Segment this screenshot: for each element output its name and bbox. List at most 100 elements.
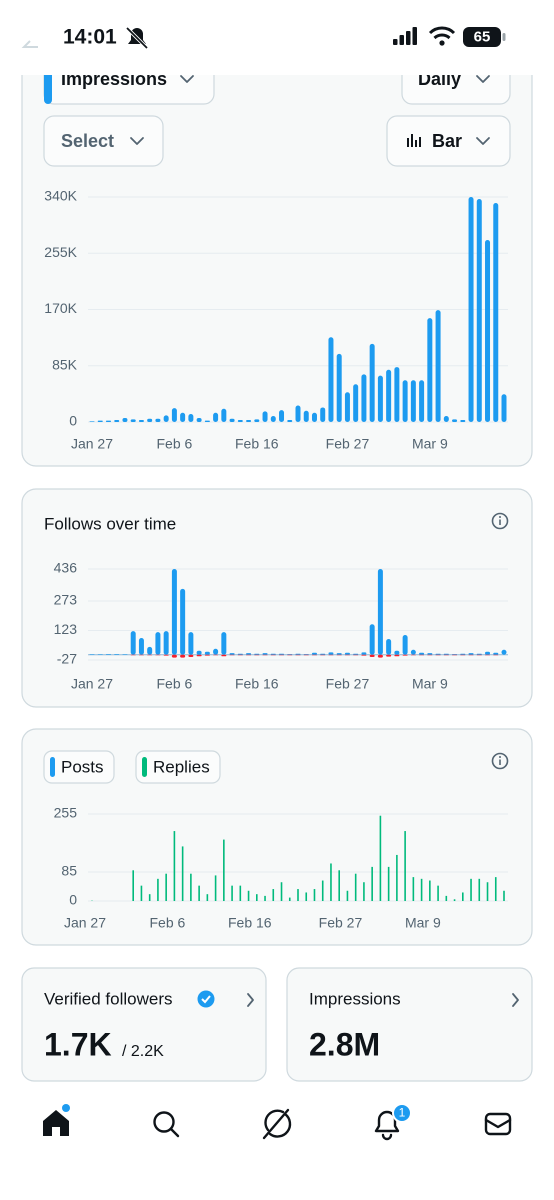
bar bbox=[493, 654, 499, 656]
bar bbox=[132, 870, 134, 901]
bar bbox=[460, 654, 466, 656]
info-icon[interactable] bbox=[491, 512, 509, 530]
bar bbox=[264, 895, 266, 901]
bar bbox=[402, 380, 408, 422]
bar bbox=[287, 654, 293, 656]
grok-icon[interactable] bbox=[262, 1108, 292, 1140]
bar bbox=[171, 408, 177, 422]
bar bbox=[180, 588, 186, 655]
bar bbox=[288, 897, 291, 901]
info-icon[interactable] bbox=[491, 752, 509, 770]
view-dropdown[interactable] bbox=[386, 115, 511, 167]
bar bbox=[427, 653, 433, 655]
chevron bbox=[476, 137, 490, 145]
chevron bbox=[512, 993, 519, 1007]
bar bbox=[311, 652, 317, 655]
bar bbox=[213, 648, 219, 655]
bar bbox=[246, 654, 252, 656]
bar bbox=[354, 873, 357, 901]
bar bbox=[163, 415, 169, 422]
bar bbox=[419, 654, 425, 656]
bar bbox=[237, 653, 243, 655]
bar bbox=[122, 418, 128, 422]
bar bbox=[443, 416, 449, 422]
bar bbox=[237, 654, 243, 656]
battery bbox=[463, 27, 501, 47]
bar bbox=[89, 421, 95, 422]
bar bbox=[147, 418, 153, 422]
bar bbox=[494, 877, 497, 901]
bar bbox=[437, 885, 439, 901]
bar bbox=[419, 380, 425, 422]
bar bbox=[443, 653, 449, 655]
bar bbox=[443, 654, 449, 656]
legend-chip[interactable] bbox=[135, 750, 221, 784]
messages-icon[interactable] bbox=[484, 1112, 512, 1136]
status-bar bbox=[0, 0, 554, 75]
bar bbox=[204, 420, 210, 422]
verified-badge bbox=[197, 990, 215, 1008]
legend-chip[interactable] bbox=[43, 750, 115, 784]
legend-label: Replies bbox=[153, 757, 210, 776]
bar bbox=[171, 569, 177, 655]
home-icon[interactable] bbox=[43, 1110, 69, 1136]
bar bbox=[377, 654, 383, 658]
bar bbox=[311, 654, 317, 656]
bar bbox=[171, 654, 177, 658]
bar bbox=[419, 652, 425, 655]
bar bbox=[247, 890, 250, 901]
bar bbox=[196, 418, 202, 422]
bar-icon bbox=[407, 134, 421, 147]
legend-label: Posts bbox=[61, 757, 104, 776]
chevron bbox=[180, 75, 194, 83]
bar bbox=[427, 318, 433, 422]
select-dropdown[interactable] bbox=[43, 115, 164, 167]
bar bbox=[231, 885, 233, 901]
bar bbox=[295, 653, 301, 655]
bar bbox=[412, 877, 415, 901]
x-tick-label: Feb 6 bbox=[156, 676, 192, 692]
bar bbox=[105, 654, 111, 655]
x-tick-label: Feb 16 bbox=[228, 915, 272, 931]
bar bbox=[254, 653, 260, 655]
bar bbox=[485, 654, 491, 656]
legend-swatch bbox=[50, 757, 55, 777]
bar bbox=[336, 653, 342, 655]
bar bbox=[344, 652, 350, 655]
bar bbox=[394, 650, 400, 655]
back-arrow[interactable] bbox=[21, 40, 38, 48]
bar bbox=[328, 337, 334, 422]
bar bbox=[353, 384, 359, 422]
bar bbox=[204, 651, 210, 655]
bar bbox=[229, 418, 235, 422]
bar bbox=[173, 831, 176, 901]
bar bbox=[353, 653, 359, 655]
bar bbox=[180, 412, 186, 422]
bar bbox=[181, 846, 184, 901]
bar bbox=[361, 654, 367, 656]
bar bbox=[206, 894, 209, 901]
bar bbox=[501, 649, 507, 655]
bar bbox=[237, 420, 243, 422]
bar bbox=[453, 899, 456, 901]
card-title: Verified followers bbox=[44, 989, 173, 1008]
bar bbox=[470, 878, 472, 901]
y-tick-label: 0 bbox=[69, 892, 77, 908]
chevron bbox=[476, 75, 490, 83]
bar bbox=[338, 870, 340, 901]
bar bbox=[295, 654, 301, 656]
bar bbox=[328, 654, 334, 656]
verified-card[interactable] bbox=[21, 967, 267, 1082]
bar bbox=[336, 353, 342, 422]
bar bbox=[157, 878, 159, 901]
x-tick-label: Feb 6 bbox=[156, 436, 192, 452]
bar bbox=[246, 420, 252, 422]
bar bbox=[476, 653, 482, 655]
bar bbox=[279, 653, 285, 655]
impressions-total-card[interactable] bbox=[286, 967, 533, 1082]
bar bbox=[130, 419, 136, 422]
x-tick-label: Jan 27 bbox=[71, 676, 113, 692]
bar bbox=[396, 854, 398, 901]
search-icon[interactable] bbox=[153, 1111, 180, 1138]
y-tick-label: 85K bbox=[52, 356, 78, 372]
